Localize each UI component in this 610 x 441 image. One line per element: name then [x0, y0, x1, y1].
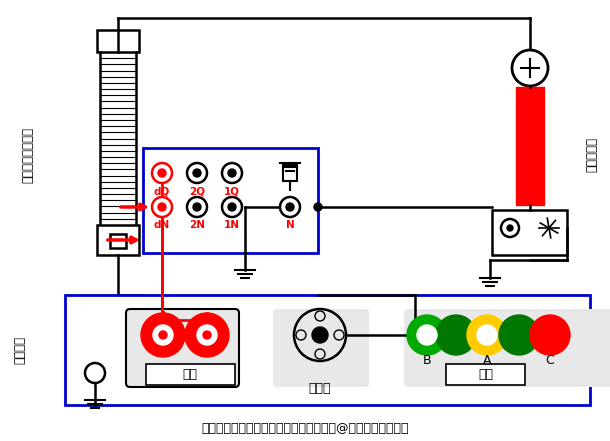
Text: C: C: [545, 354, 554, 366]
Bar: [283, 165, 297, 181]
Circle shape: [507, 225, 513, 231]
Circle shape: [499, 315, 539, 355]
Bar: [143, 148, 318, 253]
Circle shape: [286, 203, 294, 211]
Bar: [110, 234, 126, 248]
Bar: [65, 295, 590, 405]
Circle shape: [152, 197, 172, 217]
Circle shape: [477, 325, 497, 345]
Text: 输入: 输入: [478, 367, 493, 381]
Text: N: N: [285, 220, 295, 230]
Circle shape: [467, 315, 507, 355]
Bar: [492, 210, 567, 255]
Text: 仪器与互感器及分压器试验接线图搜孤号@中试旅游指南梦组: 仪器与互感器及分压器试验接线图搜孤号@中试旅游指南梦组: [201, 422, 409, 434]
Circle shape: [417, 325, 437, 345]
Text: 2Q: 2Q: [189, 186, 205, 196]
Circle shape: [158, 203, 166, 211]
Circle shape: [314, 203, 322, 211]
Circle shape: [152, 163, 172, 183]
FancyBboxPatch shape: [126, 309, 239, 387]
Text: 1N: 1N: [224, 220, 240, 230]
Circle shape: [158, 169, 166, 177]
Circle shape: [222, 163, 242, 183]
Circle shape: [222, 197, 242, 217]
Text: dN: dN: [154, 220, 170, 230]
Circle shape: [185, 313, 229, 357]
Bar: [97, 30, 139, 52]
Circle shape: [436, 315, 476, 355]
Circle shape: [193, 169, 201, 177]
Circle shape: [228, 203, 236, 211]
Text: 仪器面板: 仪器面板: [13, 336, 26, 364]
Circle shape: [153, 325, 173, 345]
Circle shape: [187, 197, 207, 217]
Circle shape: [228, 169, 236, 177]
Text: B: B: [423, 354, 431, 366]
FancyBboxPatch shape: [446, 364, 525, 385]
Text: 电磁式电压互感器: 电磁式电压互感器: [21, 127, 35, 183]
Circle shape: [280, 197, 300, 217]
Bar: [97, 225, 139, 255]
Circle shape: [197, 325, 217, 345]
FancyBboxPatch shape: [146, 364, 235, 385]
Circle shape: [187, 163, 207, 183]
Circle shape: [193, 203, 201, 211]
Text: 交流分压器: 交流分压器: [586, 138, 598, 172]
Text: 2N: 2N: [189, 220, 205, 230]
Circle shape: [512, 50, 548, 86]
Circle shape: [407, 315, 447, 355]
Text: 输出: 输出: [182, 367, 198, 381]
Circle shape: [312, 327, 328, 343]
Bar: [516, 87, 544, 205]
FancyBboxPatch shape: [273, 309, 369, 387]
Circle shape: [530, 315, 570, 355]
Text: dQ: dQ: [154, 186, 170, 196]
Text: 1Q: 1Q: [224, 186, 240, 196]
Text: A: A: [483, 354, 491, 366]
FancyBboxPatch shape: [404, 309, 610, 387]
Circle shape: [159, 331, 167, 339]
Text: 分压器: 分压器: [309, 381, 331, 395]
Circle shape: [203, 331, 211, 339]
Circle shape: [141, 313, 185, 357]
